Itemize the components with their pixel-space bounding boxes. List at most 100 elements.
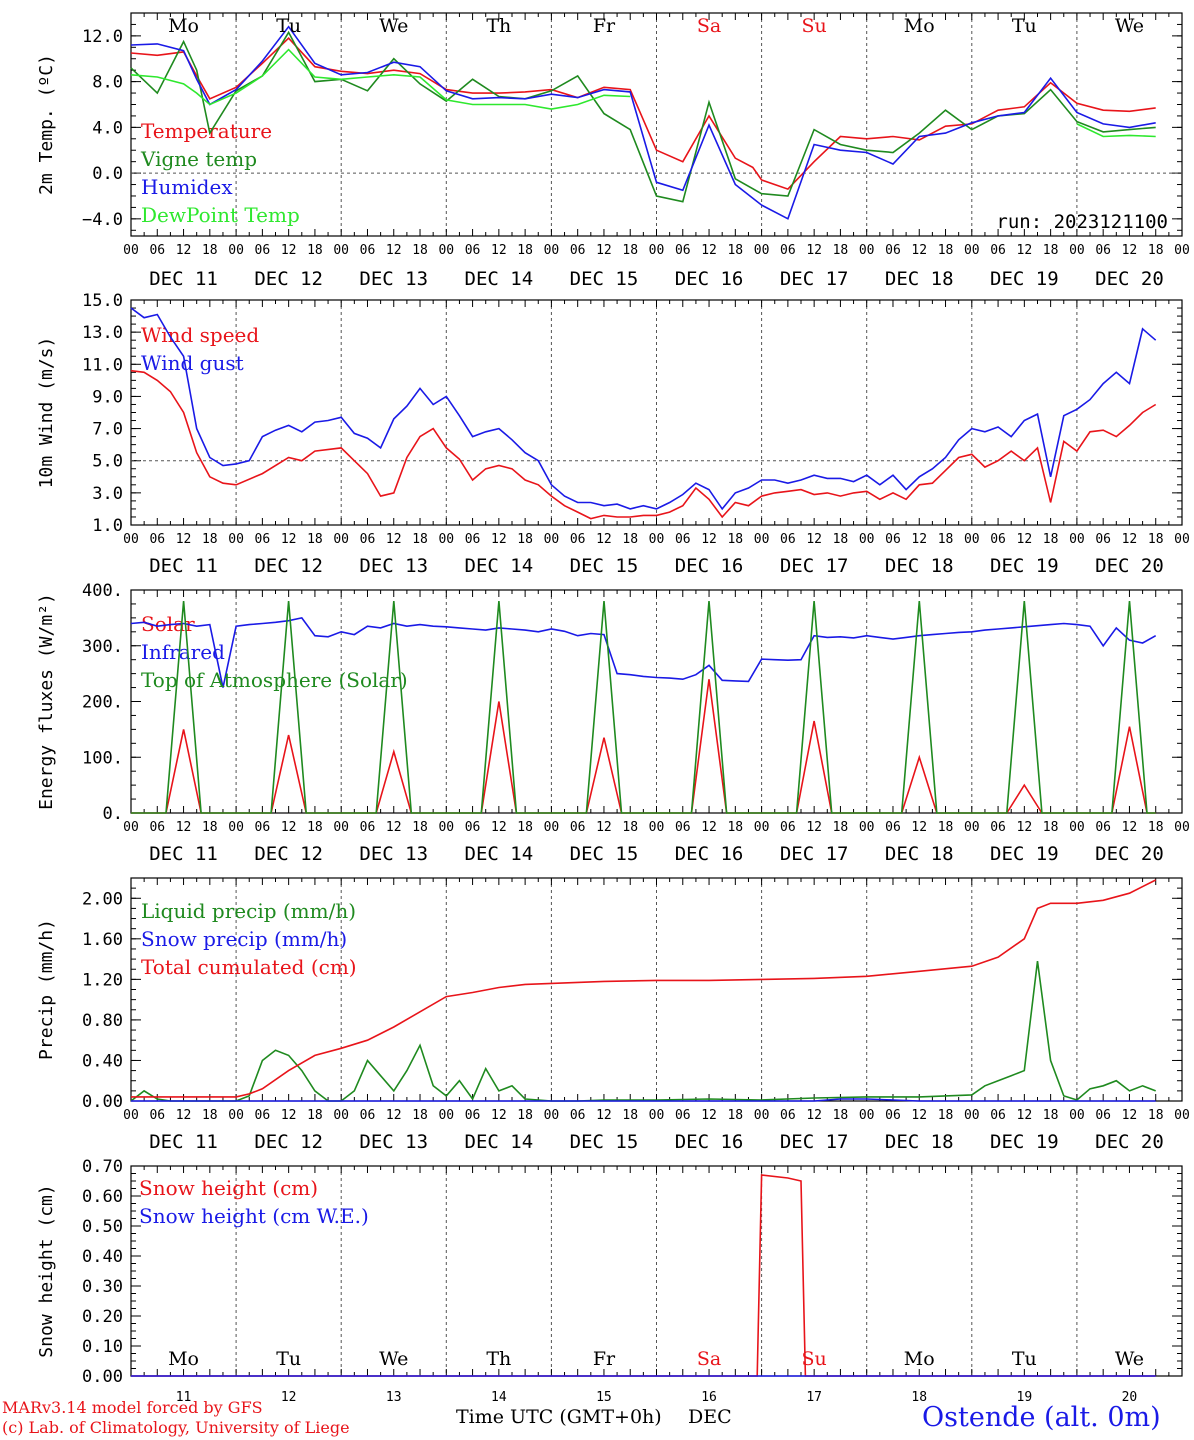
hour-tick-label: 12: [911, 532, 927, 547]
date-label: DEC 15: [570, 1131, 639, 1153]
station-label: Ostende (alt. 0m): [922, 1402, 1161, 1433]
hour-tick-label: 18: [622, 820, 638, 835]
hour-tick-label: 12: [281, 532, 297, 547]
y-tick-label: 0.00: [82, 1092, 123, 1112]
weekday-label: Su: [802, 1348, 827, 1370]
weekday-label: Tu: [1012, 1348, 1037, 1370]
date-label: DEC 12: [254, 268, 323, 290]
hour-tick-label: 00: [123, 820, 139, 835]
series-line-3-0: [130, 960, 1156, 1102]
series-line-1-1: [130, 307, 1157, 511]
y-tick-label: 3.0: [92, 484, 123, 504]
weekday-label: Sa: [697, 15, 721, 37]
day-number-label: 19: [1017, 1390, 1033, 1405]
date-label: DEC 20: [1095, 1131, 1164, 1153]
hour-tick-label: 18: [1043, 532, 1059, 547]
hour-tick-label: 00: [649, 1108, 665, 1123]
hour-tick-label: 12: [386, 243, 402, 258]
hour-tick-label: 18: [517, 1108, 533, 1123]
hour-tick-label: 18: [833, 820, 849, 835]
weekday-label: Tu: [276, 15, 301, 37]
hour-tick-label: 12: [1122, 1108, 1138, 1123]
hour-tick-label: 12: [701, 1108, 717, 1123]
hour-tick-label: 06: [675, 532, 691, 547]
series-line-0-1: [130, 30, 1156, 203]
y-tick-label: 0.40: [82, 1247, 123, 1267]
day-number-label: 11: [176, 1390, 192, 1405]
y-tick-label: 0.00: [82, 1367, 123, 1387]
legend-entry: Vigne temp: [140, 147, 257, 171]
series-line-0-0: [130, 37, 1156, 191]
hour-tick-label: 18: [1148, 243, 1164, 258]
hour-tick-label: 18: [727, 243, 743, 258]
hour-tick-label: 00: [228, 820, 244, 835]
hour-tick-label: 18: [938, 532, 954, 547]
hour-tick-label: 00: [964, 532, 980, 547]
weekday-label: We: [379, 15, 408, 37]
hour-tick-label: 18: [833, 1108, 849, 1123]
hour-tick-label: 18: [307, 820, 323, 835]
date-label: DEC 17: [780, 843, 849, 865]
hour-tick-label: 00: [123, 532, 139, 547]
date-label: DEC 16: [675, 843, 744, 865]
date-label: DEC 17: [780, 555, 849, 577]
date-label: DEC 20: [1095, 555, 1164, 577]
weekday-label: Th: [486, 15, 511, 37]
weekday-label: Sa: [697, 1348, 721, 1370]
hour-tick-label: 00: [964, 820, 980, 835]
hour-tick-label: 18: [412, 243, 428, 258]
series-line-0-2: [130, 25, 1156, 220]
hour-tick-label: 00: [438, 1108, 454, 1123]
hour-tick-label: 12: [281, 820, 297, 835]
date-label: DEC 11: [149, 1131, 218, 1153]
hour-tick-label: 18: [307, 243, 323, 258]
hour-tick-label: 18: [938, 243, 954, 258]
hour-tick-label: 00: [754, 243, 770, 258]
hour-tick-label: 00: [123, 1108, 139, 1123]
date-label: DEC 16: [675, 555, 744, 577]
day-number-label: 16: [701, 1390, 717, 1405]
hour-tick-label: 18: [727, 1108, 743, 1123]
hour-tick-label: 00: [1174, 532, 1190, 547]
hour-tick-label: 18: [1043, 820, 1059, 835]
hour-tick-label: 00: [228, 243, 244, 258]
hour-tick-label: 06: [780, 243, 796, 258]
weekday-label: Fr: [593, 15, 616, 37]
legend-entry: DewPoint Temp: [141, 203, 300, 227]
hour-tick-label: 12: [386, 532, 402, 547]
y-tick-label: 0.40: [82, 1051, 123, 1071]
hour-tick-label: 00: [544, 1108, 560, 1123]
date-label: DEC 13: [359, 555, 428, 577]
hour-tick-label: 18: [412, 820, 428, 835]
hour-tick-label: 12: [701, 532, 717, 547]
hour-tick-label: 18: [938, 820, 954, 835]
hour-tick-label: 06: [255, 1108, 271, 1123]
hour-tick-label: 18: [1043, 1108, 1059, 1123]
hour-tick-label: 12: [1122, 532, 1138, 547]
hour-tick-label: 00: [649, 243, 665, 258]
run-label: run: 2023121100: [996, 211, 1168, 233]
time-axis-label: Time UTC (GMT+0h): [456, 1406, 662, 1428]
hour-tick-label: 00: [859, 243, 875, 258]
hour-tick-label: 18: [833, 532, 849, 547]
hour-tick-label: 00: [754, 1108, 770, 1123]
hour-tick-label: 06: [780, 820, 796, 835]
hour-tick-label: 00: [544, 243, 560, 258]
credit-line-2: (c) Lab. of Climatology, University of L…: [2, 1418, 350, 1437]
series-line-2-1: [130, 617, 1157, 688]
y-tick-label: 1.0: [92, 516, 123, 536]
hour-tick-label: 18: [727, 532, 743, 547]
day-number-label: 14: [491, 1390, 507, 1405]
hour-tick-label: 06: [885, 532, 901, 547]
hour-tick-label: 12: [596, 243, 612, 258]
month-label: DEC: [688, 1406, 732, 1428]
hour-tick-label: 06: [1095, 532, 1111, 547]
hour-tick-label: 12: [176, 532, 192, 547]
hour-tick-label: 06: [990, 820, 1006, 835]
y-tick-label: 0.50: [82, 1217, 123, 1237]
series-line-2-0: [131, 679, 1156, 814]
y-tick-label: 0.70: [82, 1157, 123, 1177]
hour-tick-label: 18: [202, 1108, 218, 1123]
y-tick-label: 1.20: [82, 970, 123, 990]
hour-tick-label: 12: [281, 243, 297, 258]
